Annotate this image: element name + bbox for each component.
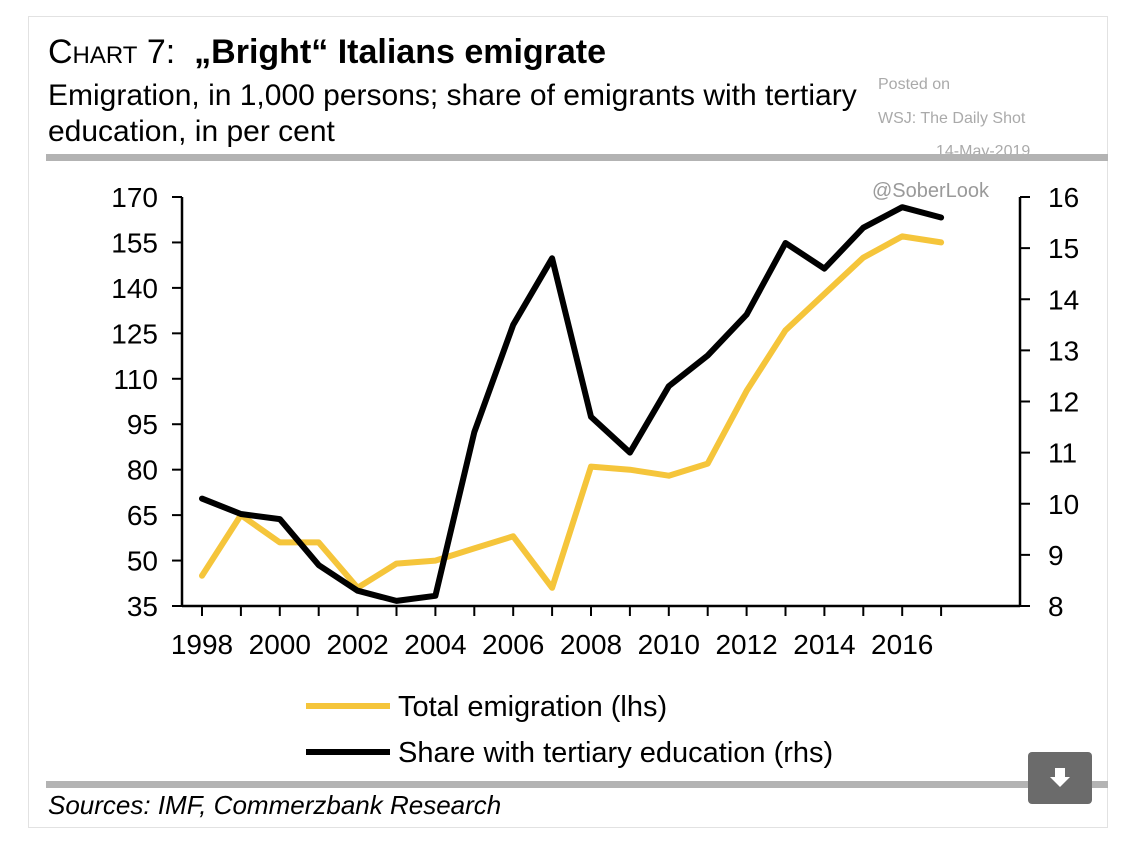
y-right-tick-label: 15 (1048, 233, 1079, 264)
series-line-total-emigration (199, 233, 945, 591)
watermark-source: WSJ: The Daily Shot (878, 110, 1026, 127)
y-right-tick-label: 11 (1048, 438, 1077, 469)
y-left-tick-label: 65 (127, 500, 158, 531)
sources-note: Sources: IMF, Commerzbank Research (48, 790, 502, 820)
header-rule (46, 154, 1108, 161)
chart-axes: 35 50 65 80 95 110 125 140 155 170 8 9 10 11 12 13 14 15 1… (111, 182, 1079, 660)
chart-title: Chart 7: „Bright“ Italians emigrate (48, 32, 606, 72)
watermark-handle: @SoberLook (872, 180, 990, 202)
y-right-tick-label: 10 (1048, 489, 1079, 520)
y-left-tick-label: 80 (127, 455, 158, 486)
y-left-tick-label: 155 (111, 227, 158, 258)
y-left-tick-label: 50 (127, 546, 158, 577)
chart-subtitle: Emigration, in 1,000 persons; share of e… (48, 79, 857, 148)
x-tick-label: 2006 (482, 629, 544, 660)
x-tick-label: 2016 (871, 629, 933, 660)
download-icon (1050, 768, 1070, 787)
y-right-tick-label: 16 (1048, 182, 1079, 213)
watermark-posted-on: Posted on (878, 76, 951, 93)
x-tick-label: 1998 (171, 629, 233, 660)
y-right-tick-label: 13 (1048, 335, 1079, 366)
chart-series (199, 204, 945, 604)
y-left-tick-label: 35 (127, 591, 158, 622)
y-left-tick-label: 140 (111, 273, 158, 304)
chart-label: Chart 7: (48, 33, 176, 71)
y-right-tick-label: 14 (1048, 284, 1079, 315)
y-left-tick-label: 110 (113, 364, 158, 395)
y-left-tick-label: 125 (111, 318, 158, 349)
x-tick-label: 2014 (793, 629, 855, 660)
y-left-tick-label: 95 (127, 409, 158, 440)
x-tick-label: 2002 (326, 629, 388, 660)
download-button[interactable] (1028, 752, 1092, 804)
series-line-tertiary-share (199, 204, 945, 604)
x-tick-label: 2000 (249, 629, 311, 660)
x-tick-label: 2012 (715, 629, 777, 660)
chart-frame (28, 16, 1108, 828)
y-left-tick-label: 170 (111, 182, 158, 213)
y-right-tick-label: 12 (1048, 387, 1079, 418)
chart-title-text: „Bright“ Italians emigrate (194, 33, 607, 71)
legend-label-tertiary: Share with tertiary education (rhs) (398, 737, 833, 769)
x-tick-label: 2010 (638, 629, 700, 660)
x-tick-label: 2008 (560, 629, 622, 660)
footer-rule (46, 781, 1108, 788)
y-right-tick-label: 8 (1048, 591, 1064, 622)
legend-label-emigration: Total emigration (lhs) (398, 691, 667, 723)
y-right-tick-label: 9 (1048, 540, 1064, 571)
x-tick-label: 2004 (404, 629, 466, 660)
chart-legend: Total emigration (lhs) Share with tertiar… (306, 691, 833, 769)
